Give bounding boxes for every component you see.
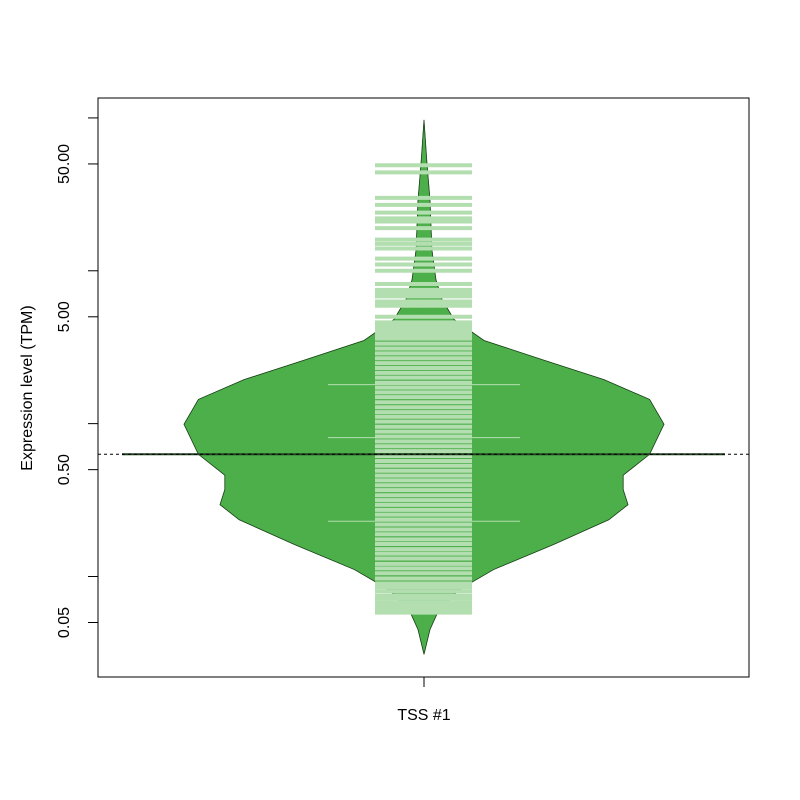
- y-tick-label: 50.00: [56, 144, 73, 184]
- y-tick-label: 0.05: [56, 607, 73, 638]
- y-tick-label: 0.50: [56, 454, 73, 485]
- x-tick-label: TSS #1: [397, 707, 450, 724]
- plot-frame: [97, 97, 750, 678]
- y-tick-label: 5.00: [56, 301, 73, 332]
- y-axis-label: Expression level (TPM): [19, 305, 36, 470]
